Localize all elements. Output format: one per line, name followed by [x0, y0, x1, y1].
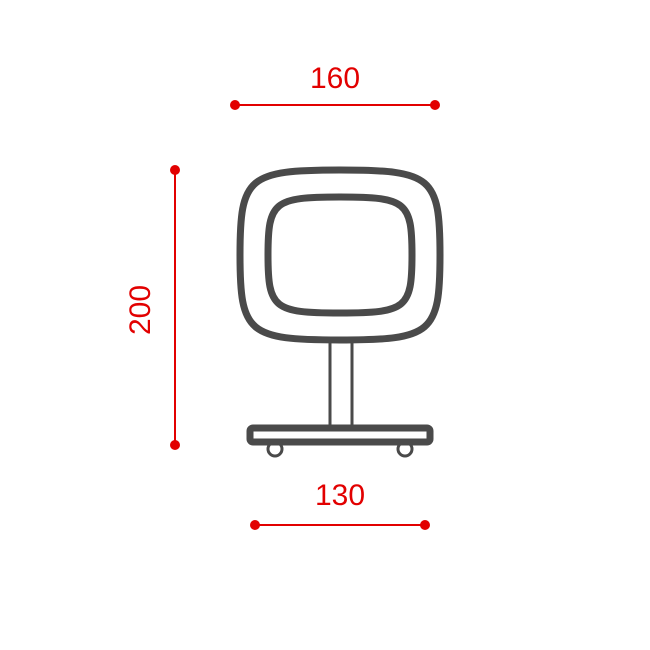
lamp-stem	[330, 338, 352, 428]
lamp-base	[250, 428, 430, 442]
dimension-label-bottom: 130	[315, 479, 365, 512]
lamp-drawing	[240, 170, 440, 456]
dimension-label-left: 200	[124, 285, 157, 335]
dimension-label-top: 160	[310, 62, 360, 95]
dimension-endpoint	[430, 100, 440, 110]
dimension-endpoint	[170, 440, 180, 450]
dimension-endpoint	[230, 100, 240, 110]
dimension-endpoint	[420, 520, 430, 530]
dimension-endpoint	[170, 165, 180, 175]
lamp-ring	[240, 170, 440, 340]
dimension-endpoint	[250, 520, 260, 530]
